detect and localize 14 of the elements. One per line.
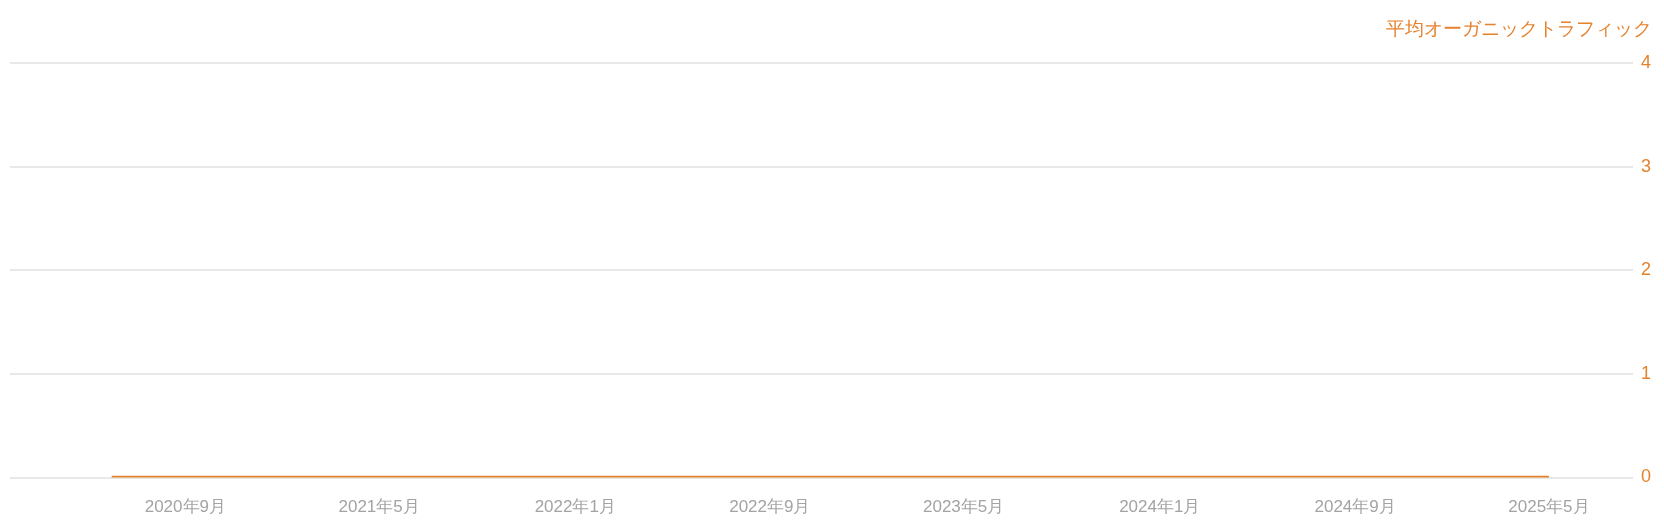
y-tick-label: 1 xyxy=(1640,362,1651,383)
y-tick-label: 3 xyxy=(1640,155,1651,176)
x-tick-label: 2025年5月 xyxy=(1508,497,1590,517)
y-axis-title: 平均オーガニックトラフィック xyxy=(1386,18,1652,40)
y-tick-label: 0 xyxy=(1640,466,1651,487)
y-tick-label: 4 xyxy=(1640,51,1651,72)
x-tick-label: 2020年9月 xyxy=(144,497,226,517)
x-tick-label: 2022年9月 xyxy=(729,497,811,517)
x-tick-label: 2022年1月 xyxy=(534,497,616,517)
x-tick-label: 2024年9月 xyxy=(1314,497,1396,517)
y-tick-label: 2 xyxy=(1640,259,1651,280)
x-tick-label: 2021年5月 xyxy=(338,497,420,517)
x-tick-label: 2024年1月 xyxy=(1119,497,1201,517)
x-tick-label: 2023年5月 xyxy=(922,497,1005,517)
